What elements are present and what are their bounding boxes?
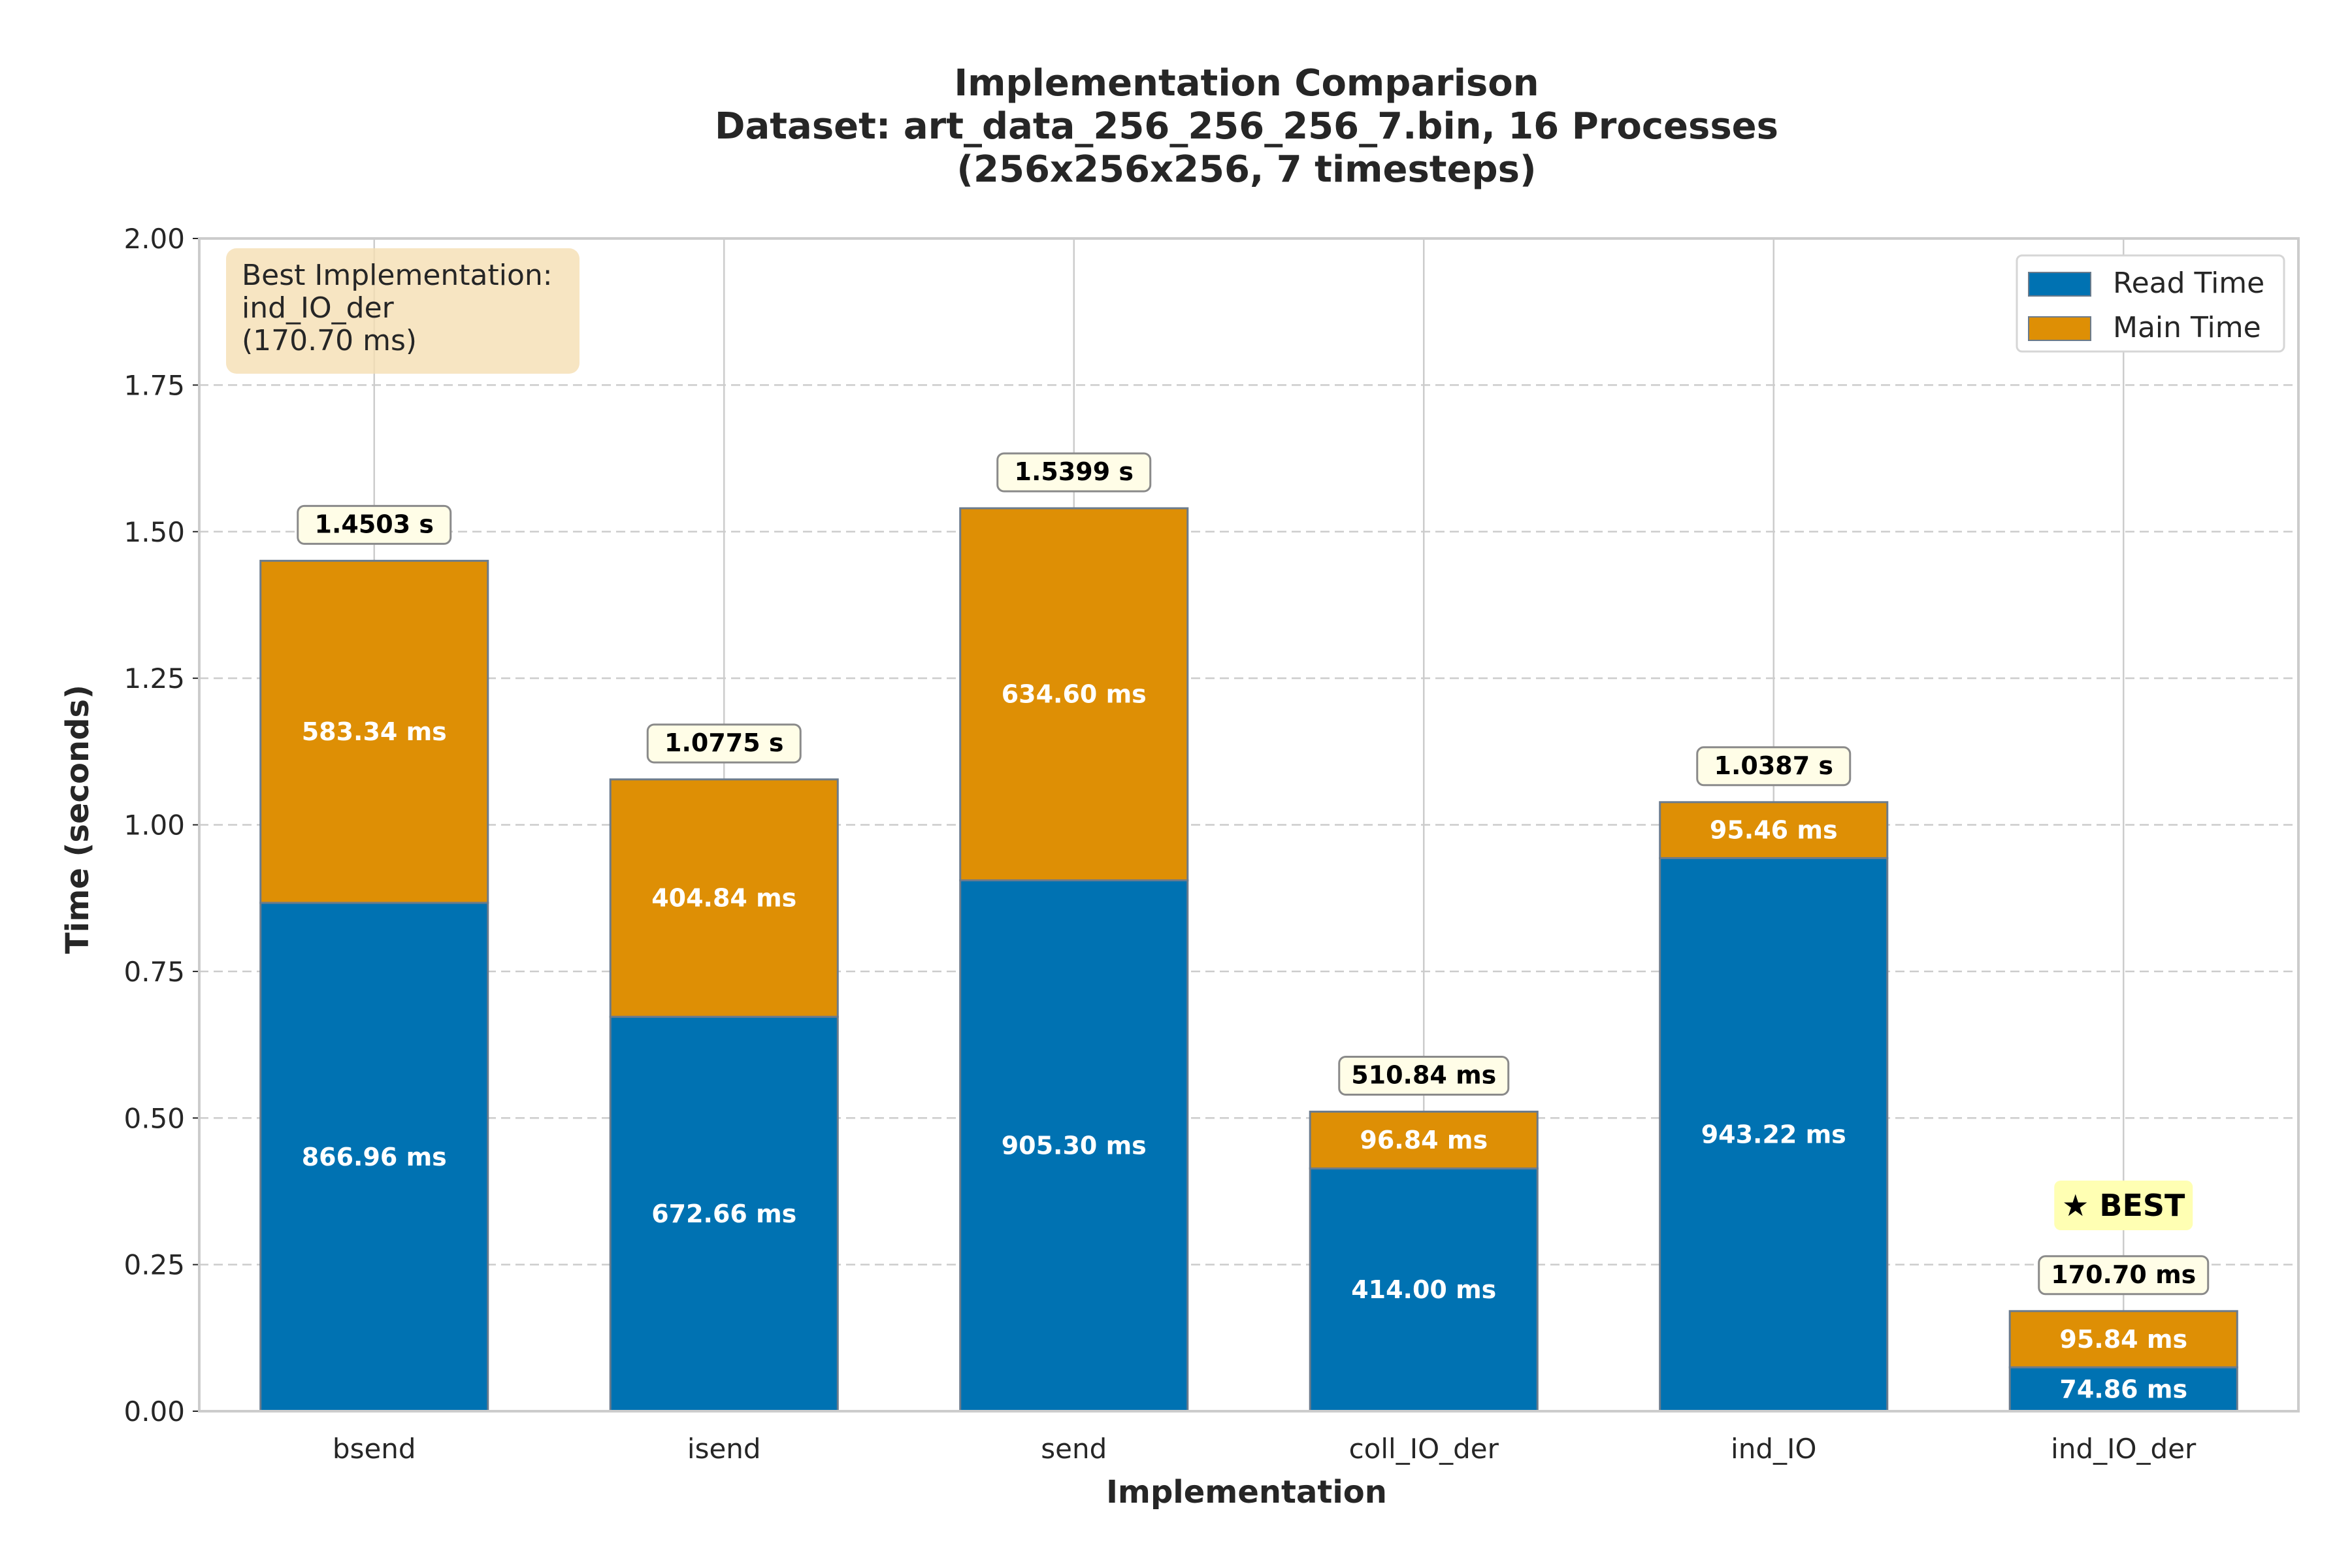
total-time-label: 510.84 ms	[1351, 1061, 1496, 1090]
info-box-background	[226, 248, 580, 374]
bar-segment-read-time	[2008, 1366, 2238, 1413]
best-marker-background	[2054, 1181, 2193, 1230]
info-box-line: (170.70 ms)	[242, 324, 417, 357]
y-tick-label: 0.50	[123, 1102, 185, 1134]
y-tick-label: 1.75	[123, 369, 185, 401]
bar-segment-main-time	[2008, 1310, 2238, 1369]
bar-segment-main-time	[609, 778, 839, 1018]
bar-segment-main-time	[959, 507, 1189, 881]
total-time-label: 170.70 ms	[2051, 1260, 2196, 1289]
best-marker-text: ★ BEST	[2062, 1188, 2185, 1223]
best-marker: ★ BEST	[2054, 1181, 2193, 1230]
x-tick-label: isend	[687, 1433, 761, 1465]
best-implementation-info-box: Best Implementation:ind_IO_der(170.70 ms…	[226, 248, 580, 374]
bar-segment-read-time	[1659, 857, 1889, 1413]
x-tick-label: send	[1041, 1433, 1107, 1465]
read-time-label: 866.96 ms	[302, 1143, 447, 1171]
bar-segment-read-time	[259, 902, 489, 1413]
total-time-label: 1.4503 s	[315, 510, 434, 538]
y-tick-label: 0.00	[123, 1396, 185, 1428]
x-axis-label: Implementation	[1106, 1474, 1387, 1511]
main-time-label: 404.84 ms	[651, 884, 796, 913]
chart-title-line-2: Dataset: art_data_256_256_256_7.bin, 16 …	[715, 105, 1778, 148]
legend: Read Time Main Time	[2016, 254, 2285, 353]
read-time-label: 943.22 ms	[1701, 1120, 1846, 1149]
total-time-label: 1.5399 s	[1015, 457, 1134, 486]
read-time-label: 414.00 ms	[1351, 1275, 1496, 1304]
y-tick-label: 1.25	[123, 662, 185, 694]
read-time-label: 672.66 ms	[651, 1200, 796, 1228]
total-label-box	[297, 504, 452, 545]
x-tick-label: ind_IO_der	[2051, 1433, 2197, 1465]
chart-title: Implementation Comparison Dataset: art_d…	[715, 62, 1778, 191]
bar-segment-read-time	[1309, 1167, 1539, 1413]
total-label-box	[646, 723, 802, 764]
bar-segment-main-time	[1309, 1111, 1539, 1169]
bar-segment-main-time	[259, 559, 489, 904]
y-tick-label: 2.00	[123, 223, 185, 255]
main-time-label: 95.46 ms	[1710, 816, 1838, 845]
legend-entry-label: Main Time	[2113, 311, 2261, 344]
main-time-label: 634.60 ms	[1002, 680, 1147, 709]
total-label-box	[2038, 1255, 2210, 1296]
plot-frame	[198, 237, 2300, 1413]
x-tick-label: bsend	[333, 1433, 416, 1465]
main-time-label: 583.34 ms	[302, 717, 447, 746]
chart-title-line-3: (256x256x256, 7 timesteps)	[956, 148, 1536, 191]
grid-layer	[199, 238, 2298, 1411]
x-tick-label: coll_IO_der	[1349, 1433, 1499, 1465]
y-tick-label: 0.25	[123, 1249, 185, 1281]
read-time-label: 74.86 ms	[2059, 1375, 2187, 1403]
total-time-label: 1.0775 s	[664, 728, 784, 757]
total-time-label: 1.0387 s	[1714, 751, 1834, 780]
total-label-box	[996, 452, 1152, 493]
y-tick-label: 1.00	[123, 809, 185, 841]
legend-swatch	[2028, 272, 2091, 297]
x-tick-label: ind_IO	[1731, 1433, 1816, 1465]
bars-layer: 866.96 ms 583.34 ms 1.4503 s 672.66 ms 404.8…	[259, 452, 2238, 1413]
y-tick-label: 0.75	[123, 956, 185, 988]
total-label-box	[1696, 746, 1852, 787]
legend-swatch	[2028, 316, 2091, 341]
total-label-box	[1338, 1056, 1510, 1096]
main-time-label: 95.84 ms	[2059, 1325, 2187, 1354]
info-box-line: ind_IO_der	[242, 291, 395, 325]
info-box-line: Best Implementation:	[242, 259, 553, 292]
axes-layer: 0.00 0.25 0.50 0.75 1.00 1.25 1.50 1.75 2.00 bsen…	[123, 223, 2300, 1465]
bar-segment-main-time	[1659, 801, 1889, 859]
y-axis-label: Time (seconds)	[59, 685, 96, 954]
legend-entry-label: Read Time	[2113, 267, 2264, 300]
main-time-label: 96.84 ms	[1360, 1126, 1488, 1154]
y-tick-label: 1.50	[123, 516, 185, 548]
read-time-label: 905.30 ms	[1002, 1132, 1147, 1160]
chart-title-line-1: Implementation Comparison	[954, 62, 1539, 105]
